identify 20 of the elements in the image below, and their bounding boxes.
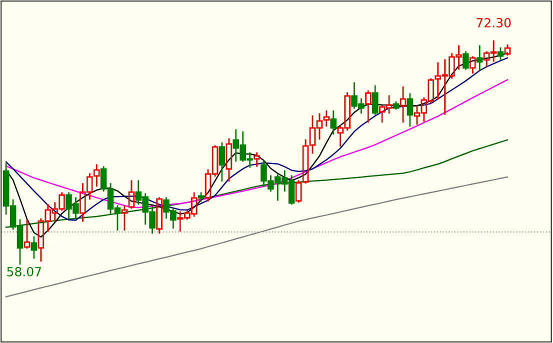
candlestick [121, 205, 128, 231]
candlestick [406, 93, 414, 127]
candlestick [198, 192, 204, 202]
candlestick [330, 110, 337, 135]
candlestick [156, 197, 162, 234]
candlestick [24, 219, 30, 249]
candlestick [476, 45, 483, 71]
candlestick [400, 86, 406, 123]
candlestick [462, 51, 469, 70]
candlestick [226, 138, 232, 182]
candlestick [372, 85, 378, 115]
candlestick [218, 142, 226, 182]
candlestick [470, 56, 476, 74]
candlestick [30, 236, 38, 259]
candlestick [93, 164, 100, 187]
candlestick [128, 180, 135, 209]
candlestick [254, 152, 260, 167]
annotation: 58.07 [7, 266, 41, 276]
candlestick [365, 90, 372, 123]
annotation: 72.30 [476, 18, 511, 28]
